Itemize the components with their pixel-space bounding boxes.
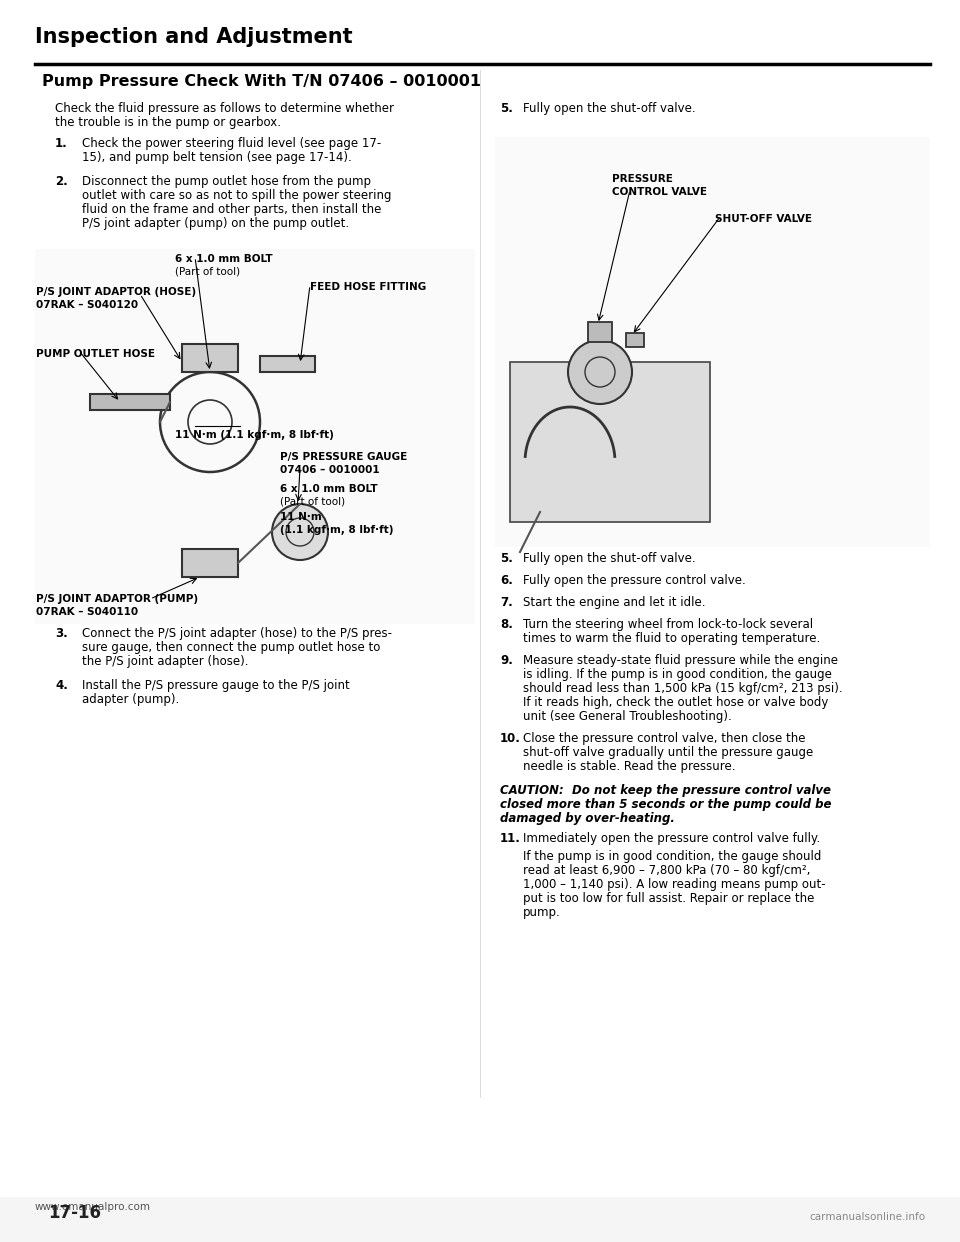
Text: Check the power steering fluid level (see page 17-: Check the power steering fluid level (se…	[82, 137, 381, 150]
Circle shape	[568, 340, 632, 404]
Text: carmanualsonline.info: carmanualsonline.info	[809, 1212, 925, 1222]
Text: 1.: 1.	[55, 137, 68, 150]
Text: 8.: 8.	[500, 619, 513, 631]
Text: P/S joint adapter (pump) on the pump outlet.: P/S joint adapter (pump) on the pump out…	[82, 217, 349, 230]
Text: P/S PRESSURE GAUGE: P/S PRESSURE GAUGE	[280, 452, 407, 462]
Circle shape	[272, 504, 328, 560]
Text: Fully open the shut-off valve.: Fully open the shut-off valve.	[523, 551, 696, 565]
Text: pump.: pump.	[523, 905, 561, 919]
Text: (Part of tool): (Part of tool)	[280, 497, 346, 507]
Text: 07RAK – S040110: 07RAK – S040110	[36, 607, 138, 617]
Text: 11.: 11.	[500, 832, 521, 845]
Bar	[510, 361, 710, 522]
FancyBboxPatch shape	[495, 137, 930, 546]
Text: 15), and pump belt tension (see page 17-14).: 15), and pump belt tension (see page 17-…	[82, 152, 351, 164]
Text: the P/S joint adapter (hose).: the P/S joint adapter (hose).	[82, 655, 249, 668]
Text: PUMP OUTLET HOSE: PUMP OUTLET HOSE	[36, 349, 155, 359]
Bar	[0, 1197, 960, 1242]
Text: Fully open the pressure control valve.: Fully open the pressure control valve.	[523, 574, 746, 587]
Text: Fully open the shut-off valve.: Fully open the shut-off valve.	[523, 102, 696, 116]
Text: 5.: 5.	[500, 551, 513, 565]
Text: 6.: 6.	[500, 574, 513, 587]
Text: PRESSURE: PRESSURE	[612, 174, 673, 184]
Text: 9.: 9.	[500, 655, 513, 667]
Text: Immediately open the pressure control valve fully.: Immediately open the pressure control va…	[523, 832, 820, 845]
Text: Start the engine and let it idle.: Start the engine and let it idle.	[523, 596, 706, 609]
Text: damaged by over-heating.: damaged by over-heating.	[500, 812, 675, 825]
Text: CONTROL VALVE: CONTROL VALVE	[612, 188, 707, 197]
Text: 2.: 2.	[55, 175, 68, 188]
Text: If the pump is in good condition, the gauge should: If the pump is in good condition, the ga…	[523, 850, 822, 863]
Text: 7.: 7.	[500, 596, 513, 609]
Bar	[90, 394, 170, 410]
Text: (1.1 kgf·m, 8 lbf·ft): (1.1 kgf·m, 8 lbf·ft)	[280, 525, 394, 535]
Text: 4.: 4.	[55, 679, 68, 692]
Text: needle is stable. Read the pressure.: needle is stable. Read the pressure.	[523, 760, 735, 773]
Text: 17-16: 17-16	[48, 1203, 101, 1222]
Text: 07406 – 0010001: 07406 – 0010001	[280, 465, 379, 474]
Text: put is too low for full assist. Repair or replace the: put is too low for full assist. Repair o…	[523, 892, 814, 905]
Text: (Part of tool): (Part of tool)	[175, 267, 240, 277]
Text: sure gauge, then connect the pump outlet hose to: sure gauge, then connect the pump outlet…	[82, 641, 380, 655]
Bar	[260, 356, 315, 373]
Text: the trouble is in the pump or gearbox.: the trouble is in the pump or gearbox.	[55, 116, 281, 129]
Text: adapter (pump).: adapter (pump).	[82, 693, 180, 705]
Text: is idling. If the pump is in good condition, the gauge: is idling. If the pump is in good condit…	[523, 668, 832, 681]
Text: FEED HOSE FITTING: FEED HOSE FITTING	[310, 282, 426, 292]
Text: shut-off valve gradually until the pressure gauge: shut-off valve gradually until the press…	[523, 746, 813, 759]
Text: 11 N·m: 11 N·m	[280, 512, 322, 522]
Bar	[182, 344, 238, 373]
Text: times to warm the fluid to operating temperature.: times to warm the fluid to operating tem…	[523, 632, 820, 645]
Text: Turn the steering wheel from lock-to-lock several: Turn the steering wheel from lock-to-loc…	[523, 619, 813, 631]
Text: closed more than 5 seconds or the pump could be: closed more than 5 seconds or the pump c…	[500, 799, 831, 811]
Text: 1,000 – 1,140 psi). A low reading means pump out-: 1,000 – 1,140 psi). A low reading means …	[523, 878, 826, 891]
Text: 07RAK – S040120: 07RAK – S040120	[36, 301, 138, 310]
Text: 6 x 1.0 mm BOLT: 6 x 1.0 mm BOLT	[280, 484, 377, 494]
Text: Measure steady-state fluid pressure while the engine: Measure steady-state fluid pressure whil…	[523, 655, 838, 667]
FancyBboxPatch shape	[35, 248, 475, 623]
Text: Pump Pressure Check With T/N 07406 – 0010001: Pump Pressure Check With T/N 07406 – 001…	[42, 75, 481, 89]
Text: CAUTION:  Do not keep the pressure control valve: CAUTION: Do not keep the pressure contro…	[500, 784, 831, 797]
Bar	[626, 333, 644, 347]
Text: Connect the P/S joint adapter (hose) to the P/S pres-: Connect the P/S joint adapter (hose) to …	[82, 627, 392, 640]
Text: P/S JOINT ADAPTOR (PUMP): P/S JOINT ADAPTOR (PUMP)	[36, 594, 198, 604]
Text: Check the fluid pressure as follows to determine whether: Check the fluid pressure as follows to d…	[55, 102, 394, 116]
Text: SHUT-OFF VALVE: SHUT-OFF VALVE	[715, 214, 812, 224]
Text: fluid on the frame and other parts, then install the: fluid on the frame and other parts, then…	[82, 202, 381, 216]
Text: 3.: 3.	[55, 627, 68, 640]
Text: Install the P/S pressure gauge to the P/S joint: Install the P/S pressure gauge to the P/…	[82, 679, 349, 692]
Text: 6 x 1.0 mm BOLT: 6 x 1.0 mm BOLT	[175, 255, 273, 265]
Text: outlet with care so as not to spill the power steering: outlet with care so as not to spill the …	[82, 189, 392, 202]
Text: Close the pressure control valve, then close the: Close the pressure control valve, then c…	[523, 732, 805, 745]
Text: If it reads high, check the outlet hose or valve body: If it reads high, check the outlet hose …	[523, 696, 828, 709]
Bar	[182, 549, 238, 578]
Text: should read less than 1,500 kPa (15 kgf/cm², 213 psi).: should read less than 1,500 kPa (15 kgf/…	[523, 682, 843, 696]
Text: 5.: 5.	[500, 102, 513, 116]
Bar	[588, 322, 612, 342]
Text: Inspection and Adjustment: Inspection and Adjustment	[35, 27, 352, 47]
Text: www.emanualpro.com: www.emanualpro.com	[35, 1202, 151, 1212]
Text: read at least 6,900 – 7,800 kPa (70 – 80 kgf/cm²,: read at least 6,900 – 7,800 kPa (70 – 80…	[523, 864, 810, 877]
Text: 11 N·m (1.1 kgf·m, 8 lbf·ft): 11 N·m (1.1 kgf·m, 8 lbf·ft)	[175, 430, 334, 440]
Text: P/S JOINT ADAPTOR (HOSE): P/S JOINT ADAPTOR (HOSE)	[36, 287, 196, 297]
Text: 10.: 10.	[500, 732, 521, 745]
Text: Disconnect the pump outlet hose from the pump: Disconnect the pump outlet hose from the…	[82, 175, 371, 188]
Text: unit (see General Troubleshooting).: unit (see General Troubleshooting).	[523, 710, 732, 723]
